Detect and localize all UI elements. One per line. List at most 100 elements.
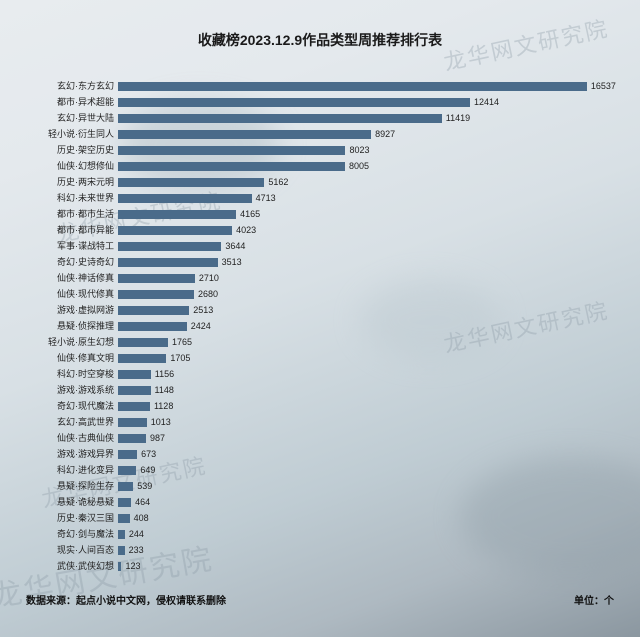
category-label: 轻小说·衍生同人 — [18, 126, 118, 142]
category-label: 仙侠·修真文明 — [18, 350, 118, 366]
bar-track: 233 — [118, 545, 600, 556]
bar-track: 16537 — [118, 81, 600, 92]
bar-track: 408 — [118, 513, 600, 524]
value-label: 16537 — [587, 78, 616, 94]
value-label: 4023 — [232, 222, 256, 238]
chart-row: 现实·人间百态 233 — [18, 542, 600, 558]
chart-row: 都市·都市生活 4165 — [18, 206, 600, 222]
bar-track: 11419 — [118, 113, 600, 124]
chart-row: 都市·异术超能 12414 — [18, 94, 600, 110]
value-label: 244 — [125, 526, 144, 542]
bar-track: 3513 — [118, 257, 600, 268]
chart-row: 悬疑·侦探推理2424 — [18, 318, 600, 334]
category-label: 奇幻·史诗奇幻 — [18, 254, 118, 270]
bar-track: 2513 — [118, 305, 600, 316]
category-label: 奇幻·剑与魔法 — [18, 526, 118, 542]
category-label: 现实·人间百态 — [18, 542, 118, 558]
category-label: 游戏·游戏异界 — [18, 446, 118, 462]
footer-source: 数据来源：起点小说中文网，侵权请联系删除 — [26, 592, 226, 607]
category-label: 仙侠·神话修真 — [18, 270, 118, 286]
category-label: 玄幻·异世大陆 — [18, 110, 118, 126]
bar — [118, 386, 151, 395]
chart-row: 游戏·游戏系统1148 — [18, 382, 600, 398]
value-label: 1128 — [150, 398, 173, 414]
bar-track: 1148 — [118, 385, 600, 396]
chart-row: 科幻·进化变异649 — [18, 462, 600, 478]
bar — [118, 194, 252, 203]
value-label: 987 — [146, 430, 165, 446]
chart-row: 仙侠·神话修真2710 — [18, 270, 600, 286]
bar — [118, 162, 345, 171]
bar-track: 1765 — [118, 337, 600, 348]
bar-track: 539 — [118, 481, 600, 492]
bar-track: 4713 — [118, 193, 600, 204]
value-label: 8927 — [371, 126, 395, 142]
category-label: 历史·架空历史 — [18, 142, 118, 158]
value-label: 2513 — [189, 302, 213, 318]
bar-track: 12414 — [118, 97, 600, 108]
bar — [118, 370, 151, 379]
value-label: 408 — [130, 510, 149, 526]
value-label: 539 — [133, 478, 152, 494]
bar-track: 8927 — [118, 129, 600, 140]
bar — [118, 210, 236, 219]
value-label: 1148 — [151, 382, 174, 398]
value-label: 1705 — [166, 350, 190, 366]
chart-row: 仙侠·现代修真2680 — [18, 286, 600, 302]
bar — [118, 530, 125, 539]
category-label: 悬疑·侦探推理 — [18, 318, 118, 334]
bar-track: 244 — [118, 529, 600, 540]
value-label: 5162 — [264, 174, 288, 190]
value-label: 464 — [131, 494, 150, 510]
value-label: 3513 — [218, 254, 242, 270]
value-label: 233 — [125, 542, 144, 558]
category-label: 轻小说·原生幻想 — [18, 334, 118, 350]
chart-row: 仙侠·修真文明 1705 — [18, 350, 600, 366]
bar-track: 2680 — [118, 289, 600, 300]
bar — [118, 114, 442, 123]
bar — [118, 450, 137, 459]
value-label: 8005 — [345, 158, 369, 174]
chart-row: 奇幻·史诗奇幻 3513 — [18, 254, 600, 270]
value-label: 8023 — [345, 142, 369, 158]
category-label: 游戏·虚拟网游 — [18, 302, 118, 318]
category-label: 都市·都市异能 — [18, 222, 118, 238]
category-label: 都市·都市生活 — [18, 206, 118, 222]
bar-track: 2424 — [118, 321, 600, 332]
category-label: 仙侠·现代修真 — [18, 286, 118, 302]
bar — [118, 322, 187, 331]
chart-row: 悬疑·探险生存539 — [18, 478, 600, 494]
bar-track: 1013 — [118, 417, 600, 428]
bar — [118, 338, 168, 347]
bar-track: 1705 — [118, 353, 600, 364]
bar — [118, 130, 371, 139]
category-label: 悬疑·诡秘悬疑 — [18, 494, 118, 510]
category-label: 奇幻·现代魔法 — [18, 398, 118, 414]
category-label: 武侠·武侠幻想 — [18, 558, 118, 574]
value-label: 1156 — [151, 366, 174, 382]
value-label: 673 — [137, 446, 156, 462]
chart-row: 玄幻·高武世界1013 — [18, 414, 600, 430]
bar — [118, 434, 146, 443]
bar-track: 123 — [118, 561, 600, 572]
footer-unit: 单位：个 — [574, 592, 614, 607]
bar — [118, 290, 194, 299]
chart-row: 玄幻·东方玄幻16537 — [18, 78, 600, 94]
category-label: 历史·秦汉三国 — [18, 510, 118, 526]
bar — [118, 306, 189, 315]
bar-track: 987 — [118, 433, 600, 444]
bar-track: 8005 — [118, 161, 600, 172]
chart-row: 仙侠·幻想修仙 8005 — [18, 158, 600, 174]
category-label: 都市·异术超能 — [18, 94, 118, 110]
category-label: 科幻·未来世界 — [18, 190, 118, 206]
chart-row: 历史·秦汉三国 408 — [18, 510, 600, 526]
value-label: 12414 — [470, 94, 499, 110]
bar-track: 4165 — [118, 209, 600, 220]
chart-row: 都市·都市异能 4023 — [18, 222, 600, 238]
category-label: 仙侠·幻想修仙 — [18, 158, 118, 174]
value-label: 4713 — [252, 190, 276, 206]
bar-track: 1128 — [118, 401, 600, 412]
chart-row: 历史·两宋元明5162 — [18, 174, 600, 190]
value-label: 4165 — [236, 206, 260, 222]
category-label: 玄幻·高武世界 — [18, 414, 118, 430]
